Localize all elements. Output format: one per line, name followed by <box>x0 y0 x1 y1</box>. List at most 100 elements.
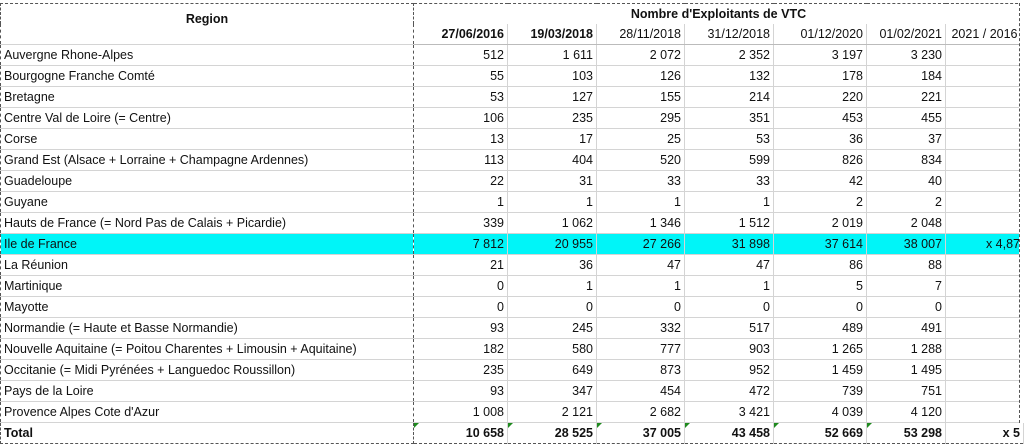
value-cell[interactable]: 182 <box>413 338 508 360</box>
value-cell[interactable]: 17 <box>507 128 597 150</box>
value-cell[interactable]: 25 <box>596 128 685 150</box>
value-cell[interactable]: 7 <box>866 275 946 297</box>
value-cell[interactable]: 751 <box>866 380 946 402</box>
value-cell[interactable]: 3 421 <box>684 401 774 423</box>
date-header[interactable]: 19/03/2018 <box>507 24 597 45</box>
value-cell[interactable]: 1 <box>684 275 774 297</box>
value-cell[interactable]: 184 <box>866 65 946 87</box>
value-cell[interactable]: 512 <box>413 44 508 66</box>
value-cell[interactable]: 220 <box>773 86 867 108</box>
ratio-cell[interactable] <box>945 170 1024 192</box>
value-cell[interactable]: 0 <box>866 296 946 318</box>
value-cell[interactable]: 53 <box>413 86 508 108</box>
region-header[interactable]: Region <box>0 3 414 45</box>
value-cell[interactable]: 4 120 <box>866 401 946 423</box>
region-cell[interactable]: La Réunion <box>0 254 414 276</box>
value-cell[interactable]: 739 <box>773 380 867 402</box>
value-cell[interactable]: 103 <box>507 65 597 87</box>
value-cell[interactable]: 88 <box>866 254 946 276</box>
value-cell[interactable]: 404 <box>507 149 597 171</box>
value-cell[interactable]: 7 812 <box>413 233 508 255</box>
value-cell[interactable]: 37 614 <box>773 233 867 255</box>
value-cell[interactable]: 295 <box>596 107 685 129</box>
value-cell[interactable]: 873 <box>596 359 685 381</box>
region-cell[interactable]: Guyane <box>0 191 414 213</box>
region-cell[interactable]: Occitanie (= Midi Pyrénées + Languedoc R… <box>0 359 414 381</box>
region-cell[interactable]: Ile de France <box>0 233 414 255</box>
value-cell[interactable]: 127 <box>507 86 597 108</box>
value-cell[interactable]: 952 <box>684 359 774 381</box>
ratio-cell[interactable] <box>945 380 1024 402</box>
ratio-cell[interactable] <box>945 401 1024 423</box>
value-cell[interactable]: 20 955 <box>507 233 597 255</box>
value-cell[interactable]: 2 019 <box>773 212 867 234</box>
region-cell[interactable]: Bourgogne Franche Comté <box>0 65 414 87</box>
value-cell[interactable]: 1 008 <box>413 401 508 423</box>
value-cell[interactable]: 31 <box>507 170 597 192</box>
ratio-cell[interactable] <box>945 149 1024 171</box>
value-cell[interactable]: 455 <box>866 107 946 129</box>
ratio-header[interactable]: 2021 / 2016 <box>945 24 1024 45</box>
value-cell[interactable]: 155 <box>596 86 685 108</box>
value-cell[interactable]: 38 007 <box>866 233 946 255</box>
value-cell[interactable]: 0 <box>773 296 867 318</box>
date-header[interactable]: 27/06/2016 <box>413 24 508 45</box>
value-cell[interactable]: 10 658 <box>413 422 508 444</box>
value-cell[interactable]: 580 <box>507 338 597 360</box>
value-cell[interactable]: 113 <box>413 149 508 171</box>
total-label-cell[interactable]: Total <box>0 422 414 444</box>
value-cell[interactable]: 53 <box>684 128 774 150</box>
ratio-cell[interactable] <box>945 275 1024 297</box>
value-cell[interactable]: 93 <box>413 317 508 339</box>
value-cell[interactable]: 2 <box>866 191 946 213</box>
value-cell[interactable]: 1 611 <box>507 44 597 66</box>
date-header[interactable]: 28/11/2018 <box>596 24 685 45</box>
value-cell[interactable]: 36 <box>507 254 597 276</box>
value-cell[interactable]: 93 <box>413 380 508 402</box>
value-cell[interactable]: 40 <box>866 170 946 192</box>
ratio-cell[interactable] <box>945 212 1024 234</box>
value-cell[interactable]: 472 <box>684 380 774 402</box>
region-cell[interactable]: Mayotte <box>0 296 414 318</box>
region-cell[interactable]: Hauts de France (= Nord Pas de Calais + … <box>0 212 414 234</box>
region-cell[interactable]: Normandie (= Haute et Basse Normandie) <box>0 317 414 339</box>
value-cell[interactable]: 1 <box>507 191 597 213</box>
value-cell[interactable]: 22 <box>413 170 508 192</box>
value-cell[interactable]: 21 <box>413 254 508 276</box>
value-cell[interactable]: 834 <box>866 149 946 171</box>
value-cell[interactable]: 903 <box>684 338 774 360</box>
value-cell[interactable]: 453 <box>773 107 867 129</box>
value-cell[interactable]: 826 <box>773 149 867 171</box>
value-cell[interactable]: 517 <box>684 317 774 339</box>
value-cell[interactable]: 37 <box>866 128 946 150</box>
value-cell[interactable]: 1 <box>596 275 685 297</box>
region-cell[interactable]: Corse <box>0 128 414 150</box>
value-cell[interactable]: 2 048 <box>866 212 946 234</box>
value-cell[interactable]: 36 <box>773 128 867 150</box>
region-cell[interactable]: Pays de la Loire <box>0 380 414 402</box>
value-cell[interactable]: 126 <box>596 65 685 87</box>
date-header[interactable]: 01/02/2021 <box>866 24 946 45</box>
value-cell[interactable]: 491 <box>866 317 946 339</box>
value-cell[interactable]: 1 <box>413 191 508 213</box>
region-cell[interactable]: Guadeloupe <box>0 170 414 192</box>
value-cell[interactable]: 13 <box>413 128 508 150</box>
value-cell[interactable]: 33 <box>596 170 685 192</box>
value-cell[interactable]: 347 <box>507 380 597 402</box>
value-cell[interactable]: 52 669 <box>773 422 867 444</box>
value-cell[interactable]: 4 039 <box>773 401 867 423</box>
region-cell[interactable]: Nouvelle Aquitaine (= Poitou Charentes +… <box>0 338 414 360</box>
ratio-cell[interactable]: x 5 <box>945 422 1024 444</box>
value-cell[interactable]: 86 <box>773 254 867 276</box>
value-cell[interactable]: 1 <box>507 275 597 297</box>
ratio-cell[interactable] <box>945 338 1024 360</box>
ratio-cell[interactable] <box>945 359 1024 381</box>
value-cell[interactable]: 0 <box>507 296 597 318</box>
region-cell[interactable]: Provence Alpes Cote d'Azur <box>0 401 414 423</box>
region-cell[interactable]: Centre Val de Loire (= Centre) <box>0 107 414 129</box>
value-cell[interactable]: 235 <box>413 359 508 381</box>
value-cell[interactable]: 520 <box>596 149 685 171</box>
date-header[interactable]: 01/12/2020 <box>773 24 867 45</box>
region-cell[interactable]: Martinique <box>0 275 414 297</box>
value-cell[interactable]: 5 <box>773 275 867 297</box>
